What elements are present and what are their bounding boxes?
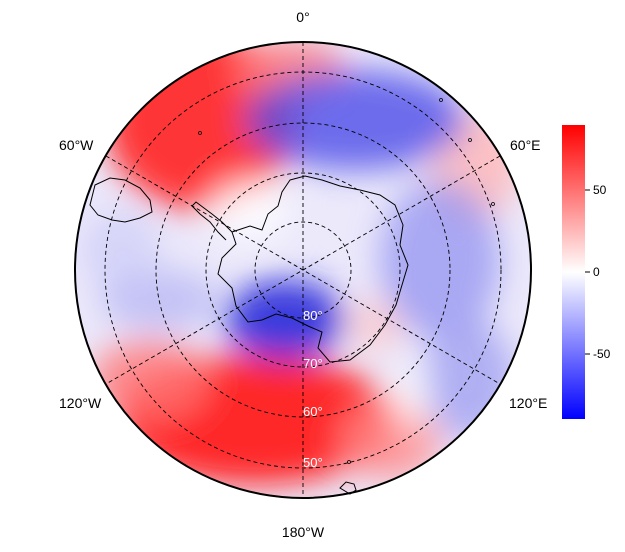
longitude-gridlines xyxy=(105,42,501,498)
colorbar-label-0: 0 xyxy=(593,265,600,279)
colorbar-label-50: 50 xyxy=(593,183,607,197)
latitude-label-60: 60° xyxy=(303,404,323,419)
anomaly-field xyxy=(75,42,531,498)
colorbar-gradient xyxy=(562,125,585,419)
longitude-label-180W: 180°W xyxy=(282,524,325,540)
island xyxy=(491,202,495,206)
longitude-label-60W: 60°W xyxy=(59,137,94,153)
colorbar: 50 0 -50 xyxy=(562,125,611,419)
antarctica-coastline xyxy=(217,175,409,363)
latitude-label-70: 70° xyxy=(303,356,323,371)
latitude-circle-80 xyxy=(254,221,352,319)
colorbar-label-minus50: -50 xyxy=(593,347,611,361)
latitude-circle-70 xyxy=(205,172,401,368)
latitude-label-50: 50° xyxy=(303,455,323,470)
map-boundary xyxy=(74,41,532,499)
island xyxy=(198,131,202,135)
latitude-label-80: 80° xyxy=(303,308,323,323)
longitude-label-0: 0° xyxy=(296,9,309,25)
longitude-label-120E: 120°E xyxy=(509,395,547,411)
antarctic-peninsula xyxy=(191,201,233,241)
meridian-60W-120E xyxy=(105,155,501,385)
latitude-circle-60 xyxy=(155,122,451,418)
longitude-label-60E: 60°E xyxy=(510,137,541,153)
longitude-label-120W: 120°W xyxy=(59,395,102,411)
island xyxy=(468,138,472,142)
island xyxy=(439,98,443,102)
south-america-coastline xyxy=(89,177,153,223)
